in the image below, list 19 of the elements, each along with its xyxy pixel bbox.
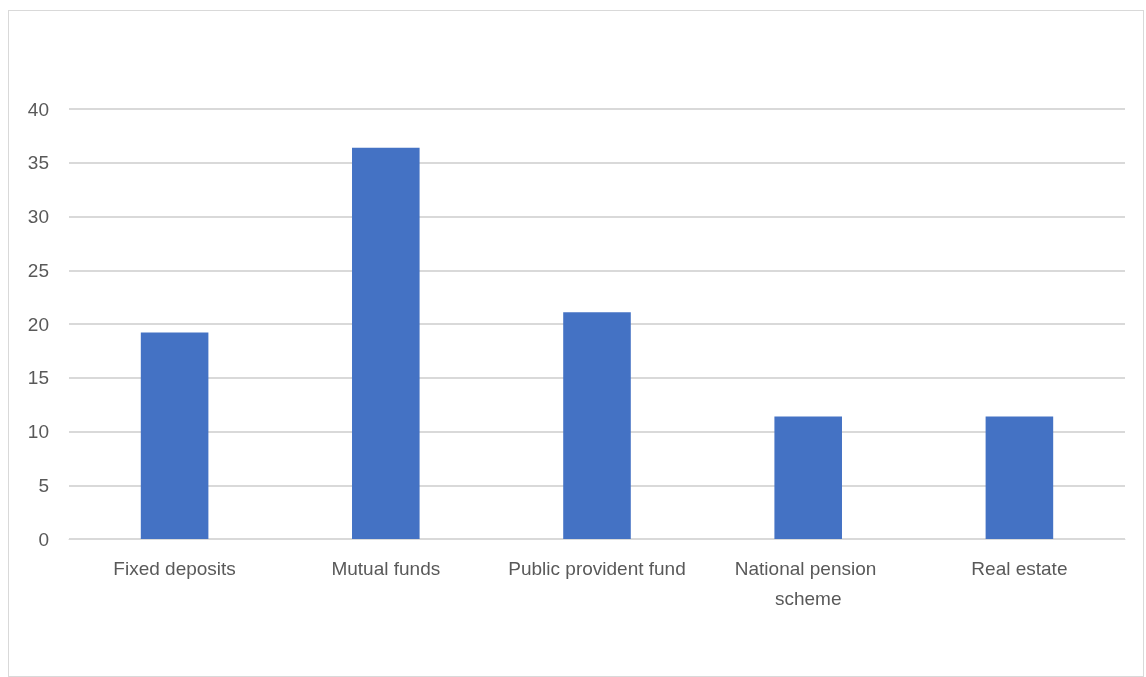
- y-tick-label: 20: [27, 313, 49, 335]
- y-tick-label: 5: [38, 474, 49, 496]
- x-tick-label: National pension scheme: [734, 557, 882, 609]
- y-tick-label: 15: [27, 367, 49, 389]
- y-tick-label: 25: [27, 259, 49, 281]
- x-tick-label: Fixed deposits: [113, 557, 236, 579]
- y-tick-label: 30: [27, 206, 49, 227]
- x-tick-label: Mutual funds: [331, 557, 441, 579]
- y-tick-label: 0: [38, 528, 49, 550]
- y-tick-label: 10: [27, 421, 49, 442]
- bar: [774, 416, 842, 539]
- x-tick-label: Real estate: [971, 557, 1068, 579]
- y-tick-label: 35: [27, 152, 49, 174]
- bar: [563, 312, 631, 539]
- bar: [985, 416, 1054, 539]
- x-tick-label: Public provident fund: [508, 557, 686, 579]
- bar: [352, 147, 420, 539]
- bar: [140, 332, 209, 539]
- y-tick-label: 40: [27, 98, 49, 120]
